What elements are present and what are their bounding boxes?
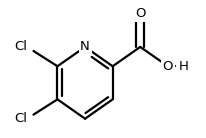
Text: Cl: Cl xyxy=(14,40,27,53)
Text: N: N xyxy=(80,40,90,53)
Text: H: H xyxy=(179,60,189,73)
Text: O: O xyxy=(163,60,173,73)
Text: O: O xyxy=(135,7,145,20)
Text: Cl: Cl xyxy=(14,112,27,125)
